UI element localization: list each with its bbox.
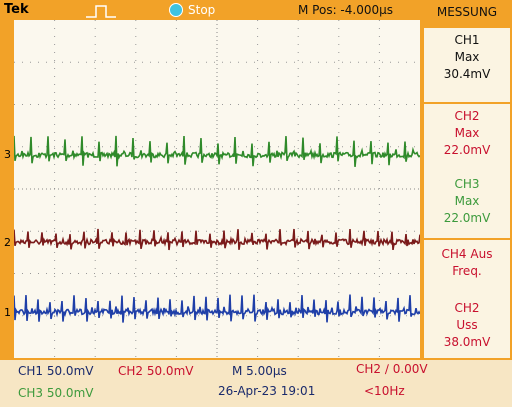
measurement: CH2 Max 22.0mV xyxy=(424,104,510,172)
ch3-scale: CH3 50.0mV xyxy=(18,386,94,400)
measurement-type: Max xyxy=(454,126,480,140)
trigger-setting: CH2 ∕ 0.00V xyxy=(356,362,428,376)
date-time: 26-Apr-23 19:01 xyxy=(218,384,316,398)
waveform xyxy=(14,135,420,167)
measurement-channel: CH3 xyxy=(454,177,480,191)
measurement-value: 22.0mV xyxy=(443,143,491,157)
traces xyxy=(14,135,420,323)
measurement-panel: MESSUNG CH1 Max 30.4mV CH2 Max 22.0mV CH… xyxy=(424,0,512,360)
measurement-channel: CH2 xyxy=(454,301,480,315)
measurement-channel: CH1 xyxy=(454,33,480,47)
status-icon xyxy=(169,3,183,17)
status: Stop xyxy=(188,3,216,17)
trigger-frequency: <10Hz xyxy=(364,384,405,398)
measurement: CH2 Uss 38.0mV xyxy=(424,296,510,358)
grid xyxy=(14,20,420,358)
ch2-scale: CH2 50.0mV xyxy=(118,364,194,378)
measurement-value: 38.0mV xyxy=(443,335,491,349)
time-scale: M 5.00µs xyxy=(232,364,287,378)
measurement-value: 30.4mV xyxy=(443,67,491,81)
measurement: CH4 Aus Freq. xyxy=(424,240,510,296)
channel-marker: 2 xyxy=(4,236,11,249)
measurement: CH3 Max 22.0mV xyxy=(424,172,510,238)
trigger-icon xyxy=(86,5,116,18)
measurement-type: Uss xyxy=(456,318,478,332)
measurement-type: Max xyxy=(454,50,480,64)
measurement: CH1 Max 30.4mV xyxy=(424,28,510,102)
position: M Pos: -4.000µs xyxy=(298,3,393,17)
waveform xyxy=(14,294,420,323)
screen xyxy=(14,20,420,358)
ch1-scale: CH1 50.0mV xyxy=(18,364,94,378)
measurement-channel: CH2 xyxy=(454,109,480,123)
channel-marker: 1 xyxy=(4,306,11,319)
measurement-type: Freq. xyxy=(452,264,482,278)
measurement-channel: CH4 Aus xyxy=(441,247,493,261)
status-bar: CH1 50.0mV CH2 50.0mV M 5.00µs CH2 ∕ 0.0… xyxy=(0,360,512,407)
measurement-value: 22.0mV xyxy=(443,211,491,225)
channel-marker: 3 xyxy=(4,148,11,161)
panel-title: MESSUNG xyxy=(436,5,498,19)
brand: Tek xyxy=(4,2,29,17)
waveform xyxy=(14,228,420,251)
measurement-type: Max xyxy=(454,194,480,208)
